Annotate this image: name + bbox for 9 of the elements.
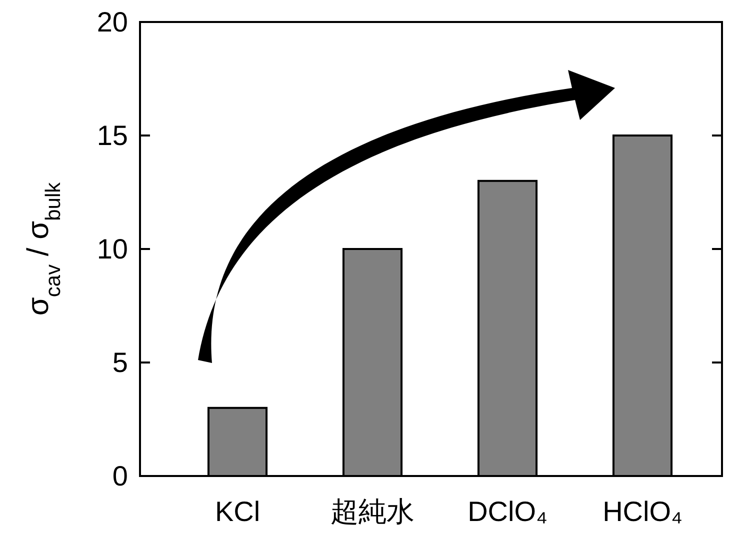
x-tick-label: 超純水 [330,496,414,527]
y-tick-label: 0 [112,460,128,492]
x-tick-label: HClO₄ [602,496,682,527]
x-tick-label: DClO₄ [468,496,548,527]
y-tick-label: 15 [96,120,128,151]
x-tick-label: KCl [214,496,260,527]
y-tick-label: 5 [112,347,128,378]
y-tick-label: 20 [96,6,128,38]
y-tick-label: 10 [96,234,128,264]
